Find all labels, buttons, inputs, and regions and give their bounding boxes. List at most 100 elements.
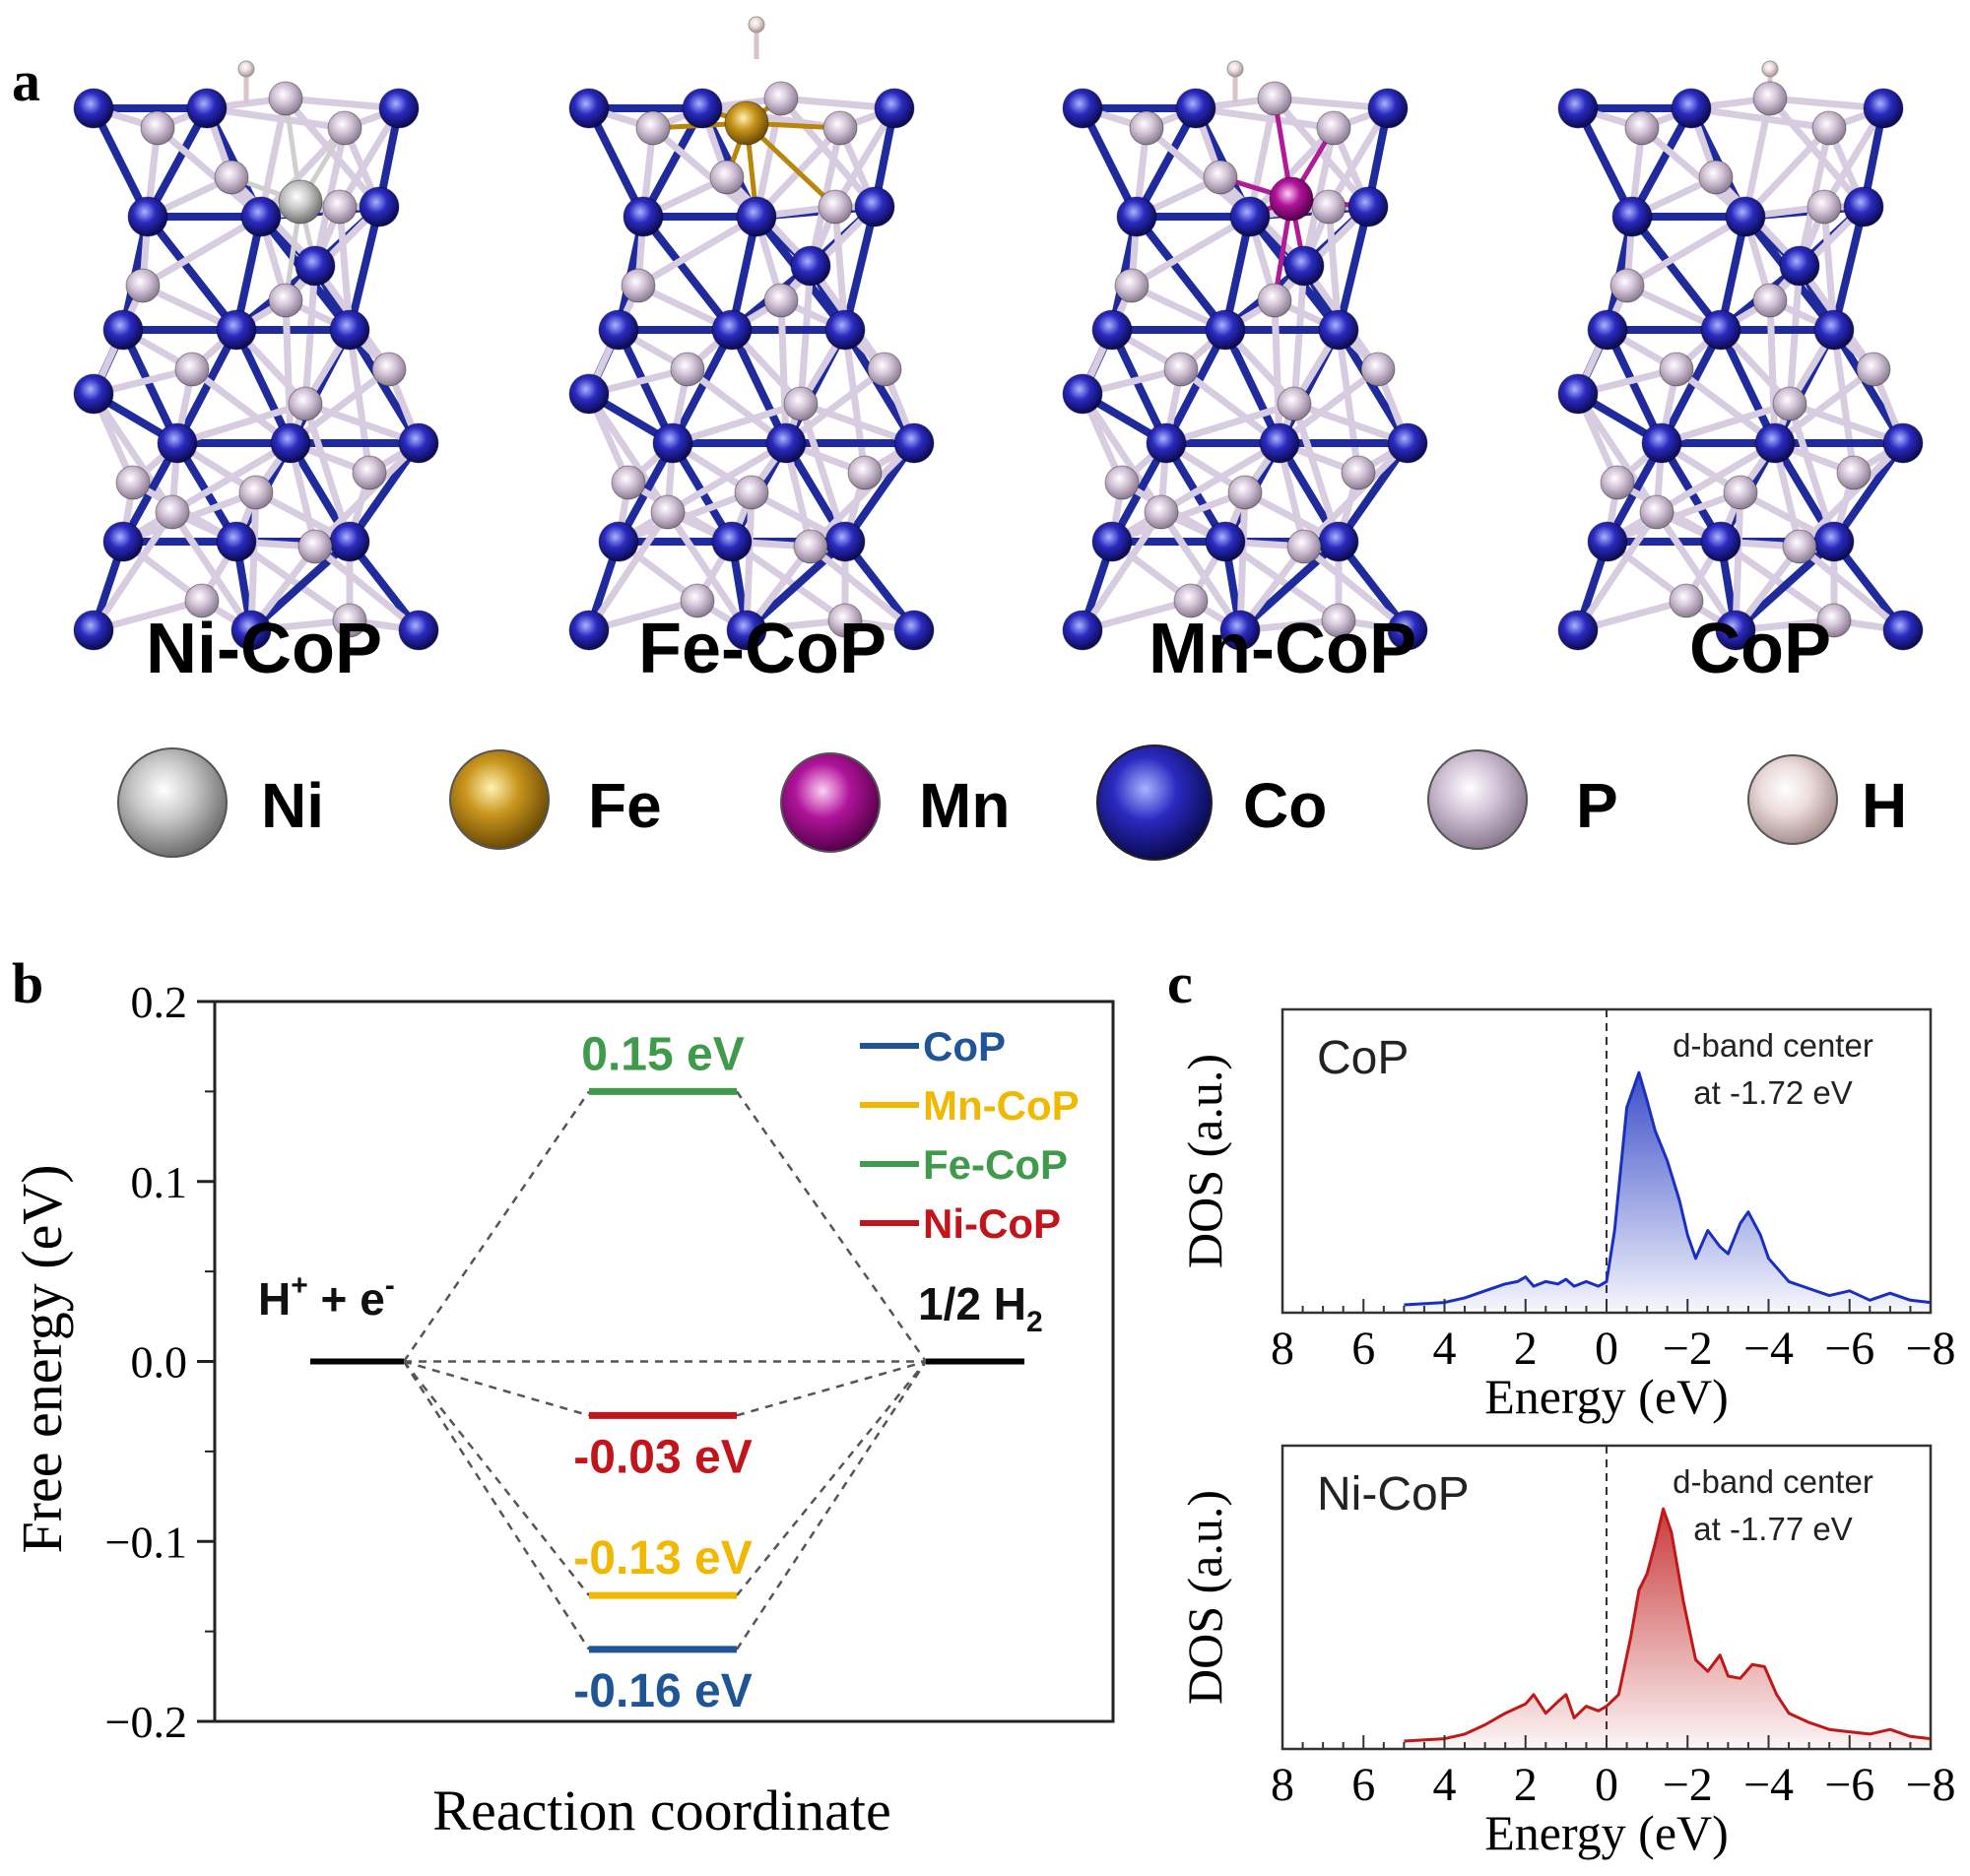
x-tick-label: −8 [1905, 1759, 1955, 1811]
co-atom [1259, 422, 1300, 464]
x-tick-label: −2 [1663, 1323, 1713, 1375]
bond [1162, 326, 1229, 447]
atom-legend-swatch-fe [449, 749, 550, 850]
atom-legend-swatch-h [1747, 754, 1838, 845]
bond [743, 538, 849, 634]
co-atom [893, 610, 935, 651]
bond [1079, 508, 1165, 634]
mn-atom [1269, 176, 1314, 222]
connector-cop [402, 1360, 591, 1650]
co-atom [652, 422, 693, 464]
bond [1628, 104, 1695, 221]
p-atom [115, 465, 151, 500]
bond [1830, 203, 1868, 334]
co-atom [73, 88, 114, 129]
p-atom [734, 475, 769, 510]
connector-mn-cop [736, 1360, 927, 1596]
p-atom [1286, 529, 1322, 564]
bond [585, 390, 672, 516]
bond [1604, 326, 1666, 447]
co-atom [1347, 186, 1389, 227]
structures-panel [73, 16, 1924, 651]
co-atom [1318, 309, 1359, 351]
bond [1335, 326, 1362, 477]
p-atom [1811, 110, 1847, 146]
p-atom [680, 583, 715, 618]
dos-chart-ni-cop: 8 6 4 2 0 −2 −4 −6 −8 Ni-CoP d-band center at -1.77… [1177, 1444, 1956, 1860]
co-atom [790, 245, 831, 287]
bond [90, 508, 176, 634]
co-atom [1725, 196, 1766, 237]
p-atom [867, 352, 902, 387]
bond [1732, 538, 1838, 634]
bond [1335, 203, 1372, 334]
bond [1079, 104, 1141, 221]
co-atom [1062, 373, 1103, 415]
p-atom [1129, 110, 1164, 146]
bond [1623, 213, 1749, 290]
bond [90, 390, 176, 516]
co-atom [682, 88, 723, 129]
co-atom [736, 196, 777, 237]
x-tick-label: −4 [1743, 1323, 1794, 1375]
p-atom [268, 81, 303, 116]
p-atom [670, 352, 705, 387]
p-atom [352, 455, 387, 490]
bond [1653, 439, 1779, 516]
bond [743, 488, 755, 634]
co-atom [711, 309, 753, 351]
bond [346, 203, 383, 334]
bond [173, 400, 309, 447]
bond [1653, 508, 1740, 634]
bond [1658, 326, 1725, 447]
p-atom [1203, 160, 1238, 195]
bond [1236, 488, 1249, 634]
p-atom [268, 283, 303, 318]
co-atom [1318, 521, 1359, 562]
co-atom [765, 422, 807, 464]
atom-legend-swatch-mn [780, 752, 881, 853]
bond [1574, 508, 1661, 634]
p-atom [1316, 110, 1351, 146]
legend-label-mn-cop: Mn-CoP [923, 1082, 1080, 1129]
co-atom [1557, 373, 1599, 415]
bond [1820, 203, 1838, 334]
p-atom [238, 475, 274, 510]
co-atom [854, 186, 895, 227]
bond [247, 488, 260, 634]
dos-title: Ni-CoP [1317, 1468, 1470, 1520]
bond [841, 439, 918, 546]
co-atom [1175, 88, 1216, 129]
bond [1325, 203, 1343, 334]
y-tick-label: −0.2 [105, 1697, 187, 1747]
dos-curve [1404, 1507, 1932, 1743]
co-atom [1882, 422, 1924, 464]
bond [1830, 326, 1907, 447]
co-atom [240, 196, 282, 237]
p-atom [327, 110, 362, 146]
p-atom [827, 603, 863, 638]
bond [664, 508, 751, 634]
co-atom [568, 373, 610, 415]
x-tick-label: −8 [1905, 1323, 1955, 1375]
bond [168, 508, 255, 634]
co-atom [1813, 521, 1855, 562]
co-atom [1062, 610, 1103, 651]
co-atom [893, 422, 935, 464]
co-atom [359, 186, 400, 227]
co-atom [329, 309, 370, 351]
p-atom [1609, 268, 1645, 303]
p-atom [297, 529, 333, 564]
bond [669, 326, 736, 447]
p-atom [1669, 583, 1704, 618]
structure-ni [73, 60, 439, 651]
p-atom [1856, 352, 1891, 387]
bond [1157, 439, 1283, 516]
bond [1300, 543, 1412, 634]
co-atom [270, 422, 311, 464]
co-atom [1229, 196, 1271, 237]
bond [1133, 104, 1200, 221]
p-atom [125, 268, 161, 303]
x-tick-label: −6 [1824, 1759, 1874, 1811]
p-atom [174, 352, 210, 387]
